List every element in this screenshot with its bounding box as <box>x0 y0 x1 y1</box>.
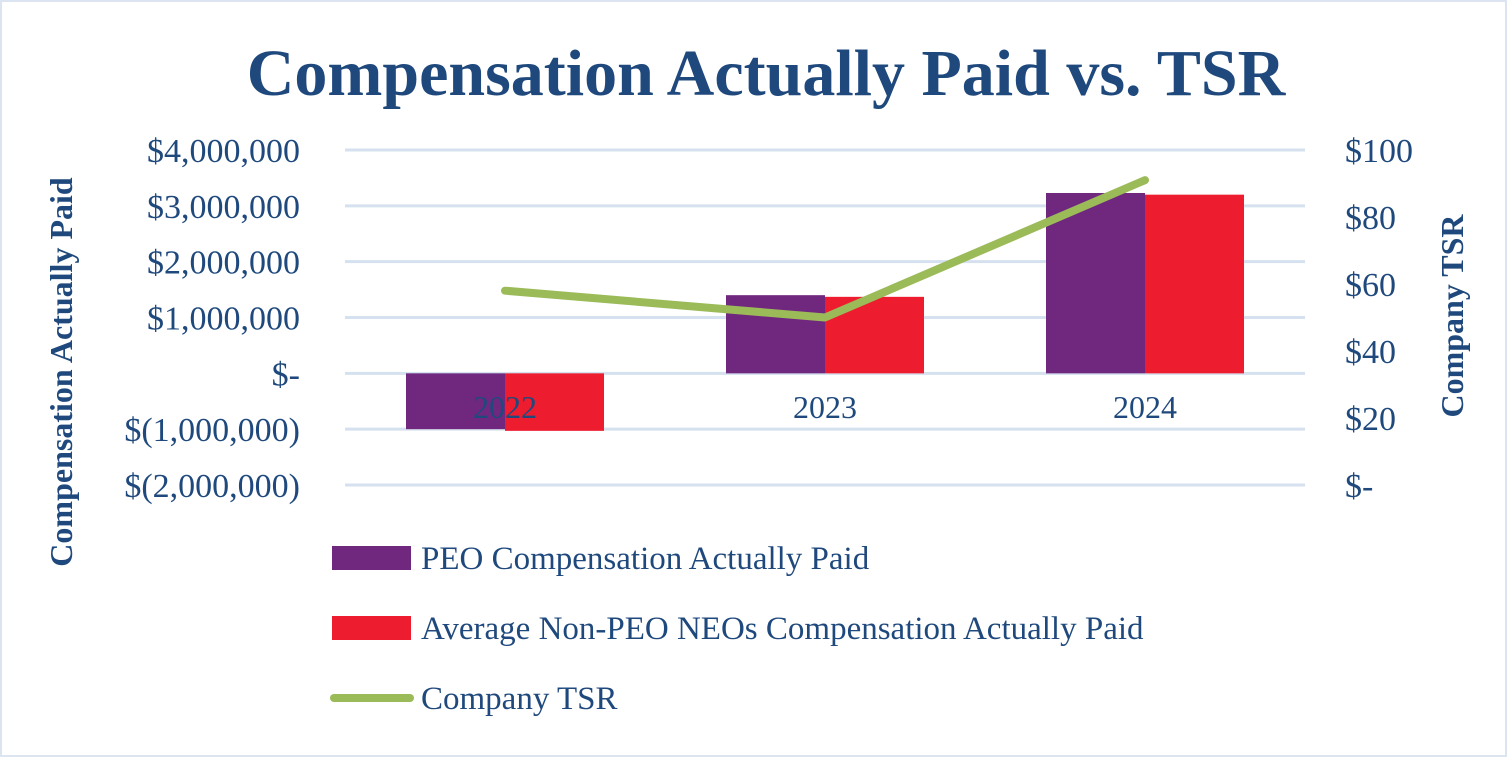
legend-swatch-0 <box>332 546 411 570</box>
y-right-tick-label: $60 <box>1345 267 1396 304</box>
right-tick-labels: $100 $80 $60 $40 $20 $- <box>1345 133 1413 505</box>
y-left-tick-label: $(1,000,000) <box>124 412 300 449</box>
y-right-tick-label: $40 <box>1345 334 1396 371</box>
y-right-axis-title: Company TSR <box>1434 214 1470 418</box>
category-label: 2022 <box>473 389 537 425</box>
y-right-tick-label: $- <box>1345 468 1373 505</box>
y-right-tick-label: $20 <box>1345 401 1396 438</box>
category-labels: 2022 2023 2024 <box>473 389 1177 425</box>
bar-peo-2022 <box>406 373 505 430</box>
legend-swatch-1 <box>332 616 411 640</box>
y-left-tick-label: $4,000,000 <box>147 133 300 170</box>
category-label: 2024 <box>1113 389 1177 425</box>
y-left-tick-label: $1,000,000 <box>147 301 300 338</box>
legend-label: Average Non-PEO NEOs Compensation Actual… <box>421 611 1144 647</box>
category-label: 2023 <box>793 389 857 425</box>
y-right-tick-label: $100 <box>1345 133 1413 170</box>
bar-peo-2024 <box>1046 192 1145 374</box>
y-left-tick-label: $3,000,000 <box>147 189 300 226</box>
legend-label: PEO Compensation Actually Paid <box>421 541 870 577</box>
legend: PEO Compensation Actually Paid Average No… <box>330 541 1144 717</box>
y-left-tick-label: $2,000,000 <box>147 245 300 282</box>
y-right-tick-label: $80 <box>1345 200 1396 237</box>
tsr-line-layer <box>501 176 1149 322</box>
y-left-tick-label: $- <box>272 356 300 393</box>
left-tick-labels: $4,000,000 $3,000,000 $2,000,000 $1,000,000… <box>124 133 300 505</box>
bar-non-peo-2024 <box>1145 194 1244 374</box>
bar-non-peo-2022 <box>505 373 604 431</box>
y-left-axis-title: Compensation Actually Paid <box>43 177 79 567</box>
chart-title: Compensation Actually Paid vs. TSR <box>247 37 1287 110</box>
legend-label: Company TSR <box>421 681 618 717</box>
y-left-tick-label: $(2,000,000) <box>124 468 300 505</box>
